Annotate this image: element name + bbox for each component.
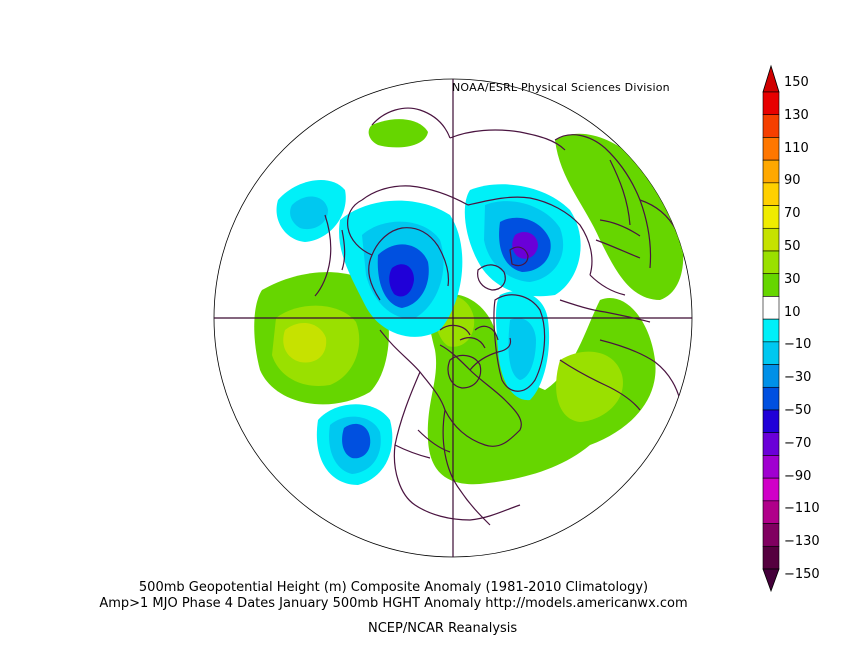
caption-title: 500mb Geopotential Height (m) Composite … [138, 580, 649, 595]
colorbar-tick-label: −110 [784, 501, 820, 517]
colorbar-segment [762, 341, 780, 365]
colorbar-tick-label: −10 [784, 337, 812, 353]
colorbar-segment [762, 409, 780, 434]
colorbar-segment [762, 318, 780, 343]
colorbar-segment [762, 227, 780, 252]
negative-anomaly-arctic-core [512, 232, 538, 259]
positive-anomaly-canada-atlantic [427, 294, 656, 485]
colorbar-tick-label: 150 [784, 75, 809, 90]
colorbar-segment [762, 477, 780, 502]
colorbar-tick-label: 10 [784, 304, 801, 320]
colorbar-segment [762, 545, 780, 570]
colorbar-tick-label: 90 [784, 173, 801, 189]
negative-anomaly-pacific-south-inner [342, 423, 371, 459]
positive-anomaly-siberia [368, 119, 428, 148]
colorbar-tick-label: −50 [784, 403, 812, 418]
coastlines [314, 107, 681, 526]
colorbar-tick-label: −70 [784, 435, 812, 451]
colorbar-segment [762, 91, 780, 116]
colorbar-tick-label: 130 [784, 107, 809, 123]
colorbar-segment [762, 386, 780, 411]
colorbar-segment [762, 500, 780, 524]
colorbar-segment [762, 114, 780, 138]
colorbar-tick-label: −130 [784, 534, 820, 550]
colorbar-tick-label: 110 [784, 140, 809, 156]
colorbar-segment [762, 159, 780, 184]
colorbar-segment [762, 250, 780, 275]
colorbar-segment [762, 296, 780, 320]
negative-anomaly-greenland-core [508, 318, 536, 380]
colorbar-top-arrow [762, 64, 780, 93]
negative-anomaly-alaska-core [389, 264, 414, 297]
colorbar-tick-label: −30 [784, 370, 812, 386]
colorbar-segment [762, 364, 780, 388]
colorbar-segment [762, 273, 780, 297]
caption-source: NCEP/NCAR Reanalysis [368, 621, 518, 636]
colorbar-tick-label: 30 [784, 271, 801, 287]
colorbar [762, 64, 780, 593]
positive-anomaly-pacific-max [283, 323, 327, 363]
colorbar-segment [762, 205, 780, 229]
colorbar-tick-label: 50 [784, 239, 801, 254]
colorbar-segment [762, 523, 780, 547]
colorbar-segment [762, 182, 780, 206]
colorbar-tick-label: 70 [784, 206, 801, 222]
caption-subtitle: Amp>1 MJO Phase 4 Dates January 500mb HG… [99, 596, 688, 611]
positive-anomaly-atlantic-core [556, 351, 623, 422]
colorbar-tick-label: −150 [784, 567, 820, 582]
credit-label: NOAA/ESRL Physical Sciences Division [452, 81, 670, 94]
colorbar-segment [762, 455, 780, 479]
negative-anomaly-pacific-west-core [290, 196, 328, 230]
colorbar-tick-label: −90 [784, 468, 812, 484]
colorbar-segment [762, 137, 780, 161]
colorbar-segment [762, 432, 780, 456]
colorbar-bottom-arrow [762, 568, 780, 593]
